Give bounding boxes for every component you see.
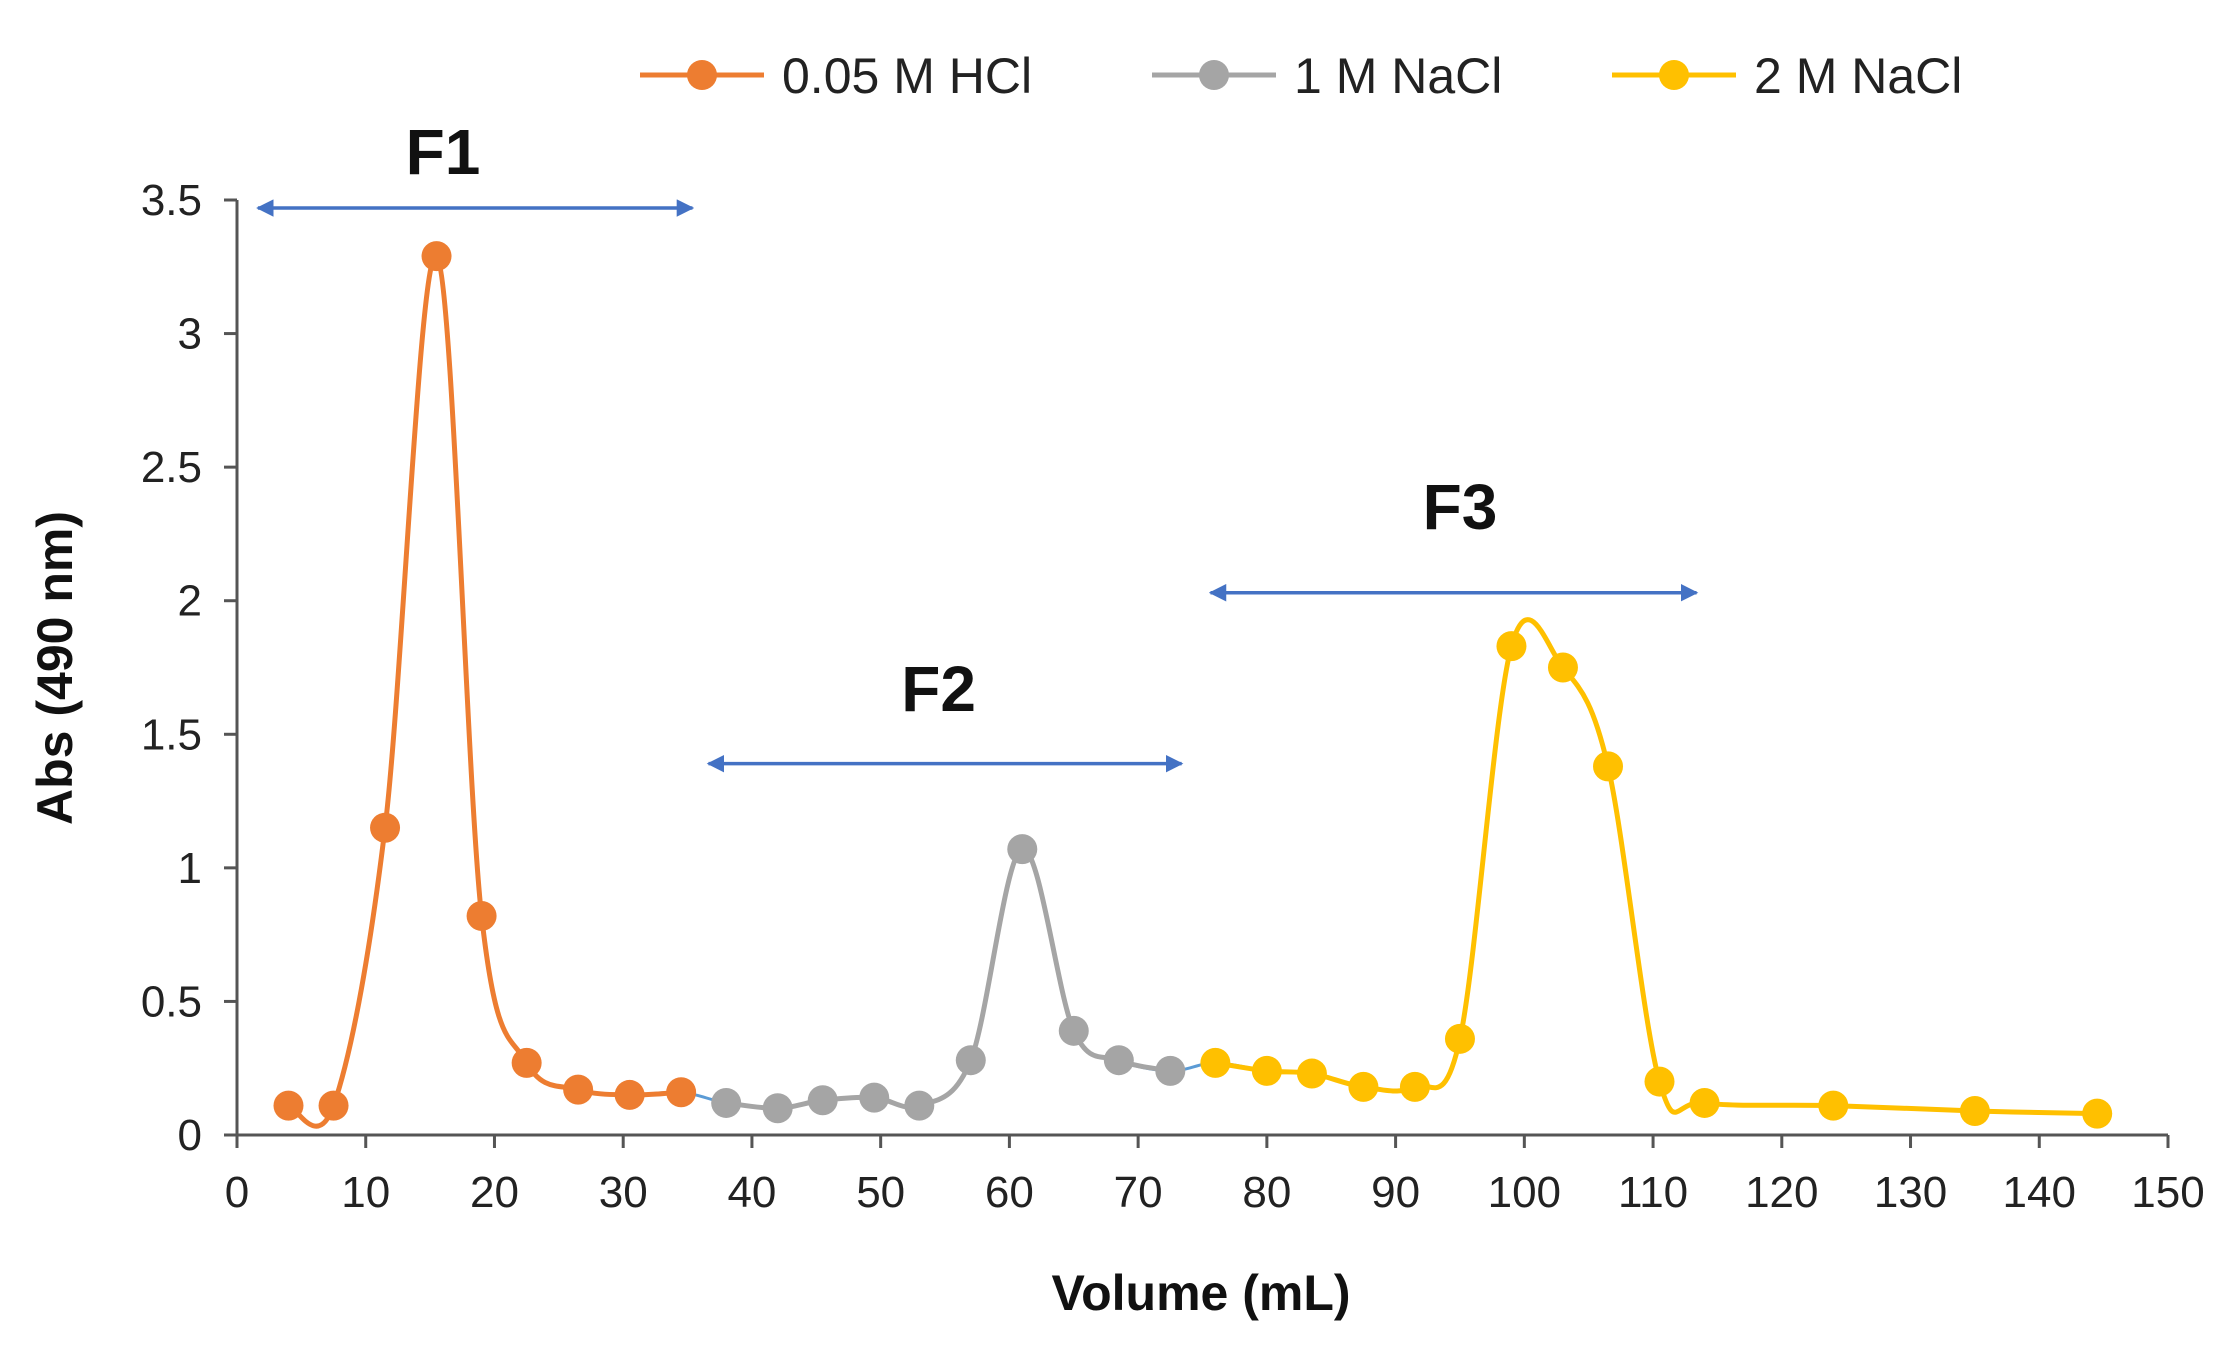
data-point bbox=[807, 1085, 838, 1116]
series-2 bbox=[711, 834, 1186, 1124]
data-point bbox=[1155, 1055, 1186, 1086]
data-point bbox=[666, 1077, 697, 1108]
legend-label: 2 M NaCl bbox=[1754, 48, 1962, 104]
series-3 bbox=[1200, 617, 2113, 1129]
x-tick-label: 80 bbox=[1242, 1168, 1291, 1217]
y-tick-label: 0.5 bbox=[141, 977, 202, 1026]
legend: 0.05 M HCl 1 M NaCl 2 M NaCl bbox=[640, 48, 1962, 104]
x-tick-label: 70 bbox=[1114, 1168, 1163, 1217]
fraction-label-f2: F2 bbox=[901, 653, 976, 725]
data-point bbox=[1689, 1087, 1720, 1118]
data-point bbox=[859, 1082, 890, 1113]
data-point bbox=[1444, 1023, 1475, 1054]
data-point bbox=[1547, 652, 1578, 683]
data-point bbox=[614, 1079, 645, 1110]
y-tick-label: 2 bbox=[178, 577, 202, 626]
data-point bbox=[1007, 834, 1038, 865]
data-point bbox=[421, 241, 452, 272]
y-tick-label: 0 bbox=[178, 1111, 202, 1160]
legend-marker bbox=[1199, 60, 1229, 90]
x-tick-label: 60 bbox=[985, 1168, 1034, 1217]
data-point bbox=[1103, 1045, 1134, 1076]
x-tick-label: 50 bbox=[856, 1168, 905, 1217]
data-point bbox=[511, 1047, 542, 1078]
legend-item: 0.05 M HCl bbox=[640, 48, 1032, 104]
data-point bbox=[1496, 631, 1527, 662]
axes bbox=[224, 198, 2170, 1148]
legend-marker bbox=[687, 60, 717, 90]
x-axis-title: Volume (mL) bbox=[1051, 1265, 1350, 1321]
data-point bbox=[2082, 1098, 2113, 1129]
series-line bbox=[1214, 617, 2098, 1117]
y-axis-title: Abs (490 nm) bbox=[27, 511, 83, 825]
y-tick-label: 3.5 bbox=[141, 176, 202, 225]
data-point bbox=[466, 900, 497, 931]
y-tick-label: 2.5 bbox=[141, 443, 202, 492]
legend-marker bbox=[1659, 60, 1689, 90]
data-point bbox=[273, 1090, 304, 1121]
legend-label: 1 M NaCl bbox=[1294, 48, 1502, 104]
legend-label: 0.05 M HCl bbox=[782, 48, 1032, 104]
data-point bbox=[1399, 1071, 1430, 1102]
fraction-label-f3: F3 bbox=[1423, 471, 1498, 543]
series-group bbox=[273, 241, 2113, 1129]
data-point bbox=[762, 1093, 793, 1124]
data-point bbox=[904, 1090, 935, 1121]
y-tick-label: 1 bbox=[178, 844, 202, 893]
data-point bbox=[1251, 1055, 1282, 1086]
x-tick-label: 110 bbox=[1618, 1168, 1688, 1217]
data-point bbox=[563, 1074, 594, 1105]
data-point bbox=[711, 1087, 742, 1118]
data-point bbox=[370, 812, 401, 843]
x-tick-label: 130 bbox=[1874, 1168, 1947, 1217]
x-tick-label: 90 bbox=[1371, 1168, 1420, 1217]
x-tick-label: 0 bbox=[225, 1168, 249, 1217]
tick-labels: 0 10 20 30 40 50 60 70 80 90 100 110 120 130 140 150 0 0.… bbox=[141, 176, 2205, 1217]
x-tick-label: 150 bbox=[2131, 1168, 2204, 1217]
series-line bbox=[725, 846, 1171, 1111]
x-tick-label: 20 bbox=[470, 1168, 519, 1217]
data-point bbox=[1818, 1090, 1849, 1121]
x-tick-label: 30 bbox=[599, 1168, 648, 1217]
data-point bbox=[1348, 1071, 1379, 1102]
data-point bbox=[318, 1090, 349, 1121]
data-point bbox=[955, 1045, 986, 1076]
series-1 bbox=[273, 241, 697, 1129]
data-point bbox=[1644, 1066, 1675, 1097]
legend-item: 1 M NaCl bbox=[1152, 48, 1502, 104]
x-tick-label: 140 bbox=[2003, 1168, 2076, 1217]
data-point bbox=[1058, 1015, 1089, 1046]
x-tick-label: 40 bbox=[727, 1168, 776, 1217]
y-tick-label: 1.5 bbox=[141, 710, 202, 759]
series-line bbox=[287, 253, 682, 1129]
fraction-label-f1: F1 bbox=[406, 116, 481, 188]
y-tick-label: 3 bbox=[178, 310, 202, 359]
connector-line bbox=[287, 254, 2098, 1128]
legend-item: 2 M NaCl bbox=[1612, 48, 1962, 104]
x-tick-label: 100 bbox=[1488, 1168, 1561, 1217]
data-point bbox=[1959, 1095, 1990, 1126]
data-point bbox=[1593, 751, 1624, 782]
fraction-annotations: F1 F2 F3 bbox=[256, 116, 1699, 773]
data-point bbox=[1200, 1047, 1231, 1078]
x-tick-label: 120 bbox=[1745, 1168, 1818, 1217]
x-tick-label: 10 bbox=[341, 1168, 390, 1217]
data-point bbox=[1296, 1058, 1327, 1089]
